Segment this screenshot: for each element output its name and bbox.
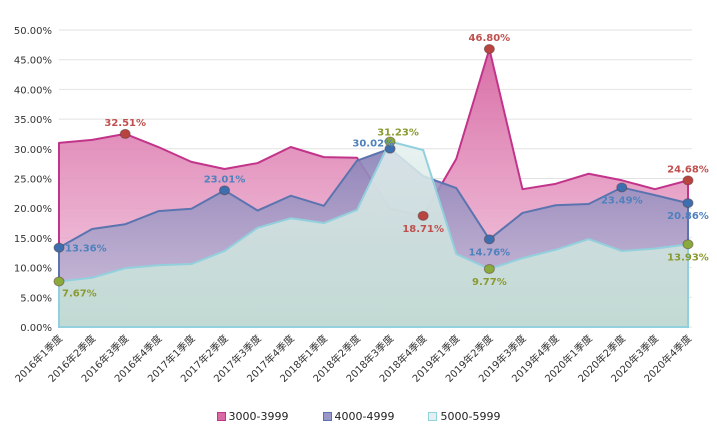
- legend: 3000-3999 4000-4999 5000-5999: [0, 410, 717, 423]
- y-tick-label: 25.00%: [14, 175, 52, 186]
- data-label: 30.02%: [352, 139, 394, 150]
- data-point-marker[interactable]: [682, 198, 694, 209]
- data-point-marker[interactable]: [483, 234, 495, 245]
- data-label: 31.23%: [377, 127, 419, 138]
- data-point-marker[interactable]: [384, 136, 396, 147]
- data-label: 46.80%: [469, 33, 511, 44]
- data-point-marker[interactable]: [682, 175, 694, 186]
- legend-item-4000-4999[interactable]: 4000-4999: [322, 410, 395, 423]
- legend-swatch-teal: [428, 412, 438, 421]
- y-tick-label: 45.00%: [14, 56, 52, 67]
- y-tick-label: 40.00%: [14, 85, 52, 96]
- data-point-marker[interactable]: [616, 182, 628, 193]
- legend-item-5000-5999[interactable]: 5000-5999: [428, 410, 500, 423]
- data-label: 23.49%: [601, 195, 643, 206]
- data-label: 20.86%: [667, 211, 709, 222]
- data-point-marker[interactable]: [483, 263, 495, 274]
- data-label: 14.76%: [469, 247, 511, 258]
- legend-swatch-blue: [322, 412, 332, 421]
- series-areas: [58, 48, 689, 328]
- data-point-marker[interactable]: [682, 239, 694, 250]
- data-label: 9.77%: [472, 277, 507, 288]
- data-point-marker[interactable]: [53, 242, 65, 253]
- legend-item-3000-3999[interactable]: 3000-3999: [216, 410, 289, 423]
- y-tick-label: 30.00%: [14, 145, 52, 156]
- data-label: 23.01%: [204, 174, 246, 185]
- legend-label: 5000-5999: [440, 410, 501, 423]
- y-tick-label: 50.00%: [14, 26, 52, 37]
- series-markers: [53, 44, 694, 287]
- y-tick-label: 20.00%: [14, 204, 52, 215]
- data-point-marker[interactable]: [417, 210, 429, 221]
- data-label: 7.67%: [62, 288, 97, 299]
- data-label: 13.36%: [65, 244, 107, 255]
- data-point-marker[interactable]: [483, 44, 495, 55]
- legend-label: 3000-3999: [228, 410, 289, 423]
- legend-swatch-pink: [216, 412, 226, 421]
- y-tick-label: 10.00%: [14, 264, 52, 275]
- data-label: 13.93%: [667, 252, 709, 263]
- y-tick-label: 35.00%: [14, 115, 52, 126]
- data-labels: 32.51% 18.71% 46.80% 24.68% 13.36% 23.01% 30.0…: [62, 33, 709, 299]
- data-point-marker[interactable]: [119, 128, 131, 139]
- y-tick-label: 0.00%: [20, 323, 52, 334]
- data-label: 24.68%: [667, 164, 709, 175]
- data-label: 18.71%: [402, 224, 444, 235]
- y-axis: 0.00% 5.00% 10.00% 15.00% 20.00% 25.00% 30.00%…: [14, 26, 52, 334]
- y-tick-label: 5.00%: [20, 293, 52, 304]
- data-point-marker[interactable]: [219, 185, 231, 196]
- x-axis: 2016年1季度2016年2季度2016年3季度2016年4季度2017年1季度…: [12, 332, 694, 385]
- data-label: 32.51%: [104, 118, 146, 129]
- legend-label: 4000-4999: [334, 410, 395, 423]
- y-tick-label: 15.00%: [14, 234, 52, 245]
- data-point-marker[interactable]: [53, 276, 65, 287]
- area-5000-5999: [59, 141, 688, 327]
